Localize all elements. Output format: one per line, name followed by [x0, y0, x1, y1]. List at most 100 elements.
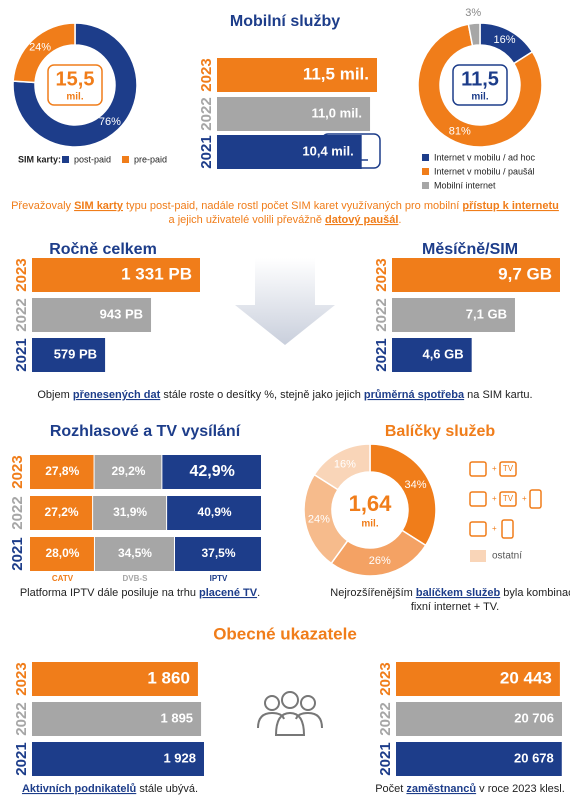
note-emphasis: průměrná spotřeba	[364, 389, 465, 401]
segment-label: 81%	[449, 126, 471, 138]
center-value: 1,64	[349, 491, 393, 516]
note-text: Převažovaly	[11, 200, 74, 212]
year-label: 2021	[377, 742, 394, 775]
legend-swatch	[422, 154, 429, 161]
year-label: 2023	[9, 455, 26, 488]
svg-text:+: +	[522, 494, 527, 503]
stacked-bar	[94, 537, 174, 571]
bar-label: 943 PB	[100, 306, 143, 321]
donut-segment	[313, 443, 371, 491]
note-text: stále roste o desítky %, stejně jako jej…	[160, 389, 364, 401]
note-text: typu post-paid, nadále rostl počet SIM k…	[123, 200, 462, 212]
segment-label: 76%	[99, 116, 121, 128]
bar-label: 11,0 mil.	[311, 105, 362, 120]
stacked-bar	[30, 455, 94, 489]
note-text: Nejrozšířenějším	[330, 587, 416, 599]
year-label: 2021	[198, 135, 215, 168]
svg-text:+: +	[492, 494, 497, 503]
legend-label: post-paid	[74, 154, 111, 164]
bar-label: 27,8%	[45, 464, 79, 478]
note: Nejrozšířenějším balíčkem služeb byla ko…	[330, 587, 570, 599]
legend-label: Internet v mobilu / paušál	[434, 166, 535, 176]
donut-segment	[417, 23, 543, 148]
bar	[32, 298, 152, 332]
note: a jejich uživatelé volili převážně datov…	[169, 214, 402, 226]
section-title: Rozhlasové a TV vysílání	[50, 423, 241, 440]
package-icons: + TV + TV + +	[469, 461, 542, 562]
bar	[217, 58, 377, 92]
legend-swatch	[422, 168, 429, 175]
year-label: 2022	[13, 702, 30, 735]
bar-label: 37,5%	[201, 546, 235, 560]
center-unit: mil.	[471, 92, 488, 103]
bar-label: 1 331 PB	[121, 264, 192, 283]
note-text: Platforma IPTV dále posiluje na trhu	[20, 587, 199, 599]
note: Počet zaměstnanců v roce 2023 klesl.	[375, 783, 565, 795]
legend-swatch	[422, 182, 429, 189]
bar	[32, 662, 198, 696]
note-text: na SIM kartu.	[464, 389, 532, 401]
bar-label: 31,9%	[113, 505, 147, 519]
year-label: 2021	[9, 537, 26, 570]
note-text: Objem	[37, 389, 72, 401]
year-label: 2022	[198, 97, 215, 130]
bar	[392, 338, 472, 372]
note-emphasis: balíčkem služeb	[416, 587, 501, 599]
stacked-bar	[30, 496, 93, 530]
year-label: 2023	[198, 58, 215, 91]
note: fixní internet + TV.	[411, 601, 499, 613]
segment-label: 26%	[369, 555, 391, 567]
bar-label: 42,9%	[189, 463, 234, 480]
bar-label: 34,5%	[118, 546, 152, 560]
bar-label: 9,7 GB	[498, 264, 552, 283]
note-emphasis: zaměstnanců	[406, 783, 476, 795]
section-title: Balíčky služeb	[385, 423, 496, 440]
donut-segment	[12, 22, 138, 148]
center-unit: mil.	[66, 92, 83, 103]
year-label: 2021	[13, 742, 30, 775]
year-label: 2023	[13, 258, 30, 291]
donut-segment	[12, 22, 76, 84]
svg-text:+: +	[492, 464, 497, 473]
note-emphasis: SIM karty	[74, 200, 124, 212]
legend-swatch	[122, 156, 129, 163]
bar	[396, 702, 562, 736]
bar-label: 40,9%	[198, 505, 232, 519]
year-label: 2022	[377, 702, 394, 735]
center-value: 15,5	[56, 68, 95, 90]
note-emphasis: datový paušál	[325, 214, 398, 226]
section-title: Obecné ukazatele	[213, 624, 357, 643]
bar	[396, 742, 562, 776]
icon-label: TV	[503, 494, 514, 503]
bar-label: 1 860	[147, 668, 190, 687]
note-text: stále ubývá.	[136, 783, 198, 795]
year-label: 2023	[13, 662, 30, 695]
center-box	[452, 64, 508, 106]
bar	[217, 97, 371, 131]
bar-label: 29,2%	[111, 464, 145, 478]
note: Platforma IPTV dále posiluje na trhu pla…	[20, 587, 260, 599]
bar-label: 10,4 mil.	[302, 143, 353, 158]
year-label: 2021	[13, 338, 30, 371]
bar-label: 11,5 mil.	[303, 64, 369, 83]
note-text: .	[257, 587, 260, 599]
year-label: 2023	[373, 258, 390, 291]
note-text: a jejich uživatelé volili převážně	[169, 214, 326, 226]
note-text: .	[398, 214, 401, 226]
section-title: Ročně celkem	[49, 241, 157, 258]
note: Aktivních podnikatelů stále ubývá.	[22, 783, 198, 795]
stacked-bar	[162, 455, 261, 489]
note: Objem přenesených dat stále roste o desí…	[37, 389, 532, 401]
bar	[392, 298, 515, 332]
legend-label: Internet v mobilu / ad hoc	[434, 152, 536, 162]
segment-label: 16%	[334, 458, 356, 470]
note-emphasis: přenesených dat	[73, 389, 161, 401]
segment-label: 24%	[308, 514, 330, 526]
legend-swatch	[62, 156, 69, 163]
people-icon	[257, 691, 323, 736]
note-text: v roce 2023 klesl.	[476, 783, 565, 795]
stacked-bar	[30, 537, 94, 571]
bar-label: 579 PB	[54, 346, 97, 361]
bar	[392, 258, 560, 292]
bar-label: 28,0%	[45, 546, 79, 560]
